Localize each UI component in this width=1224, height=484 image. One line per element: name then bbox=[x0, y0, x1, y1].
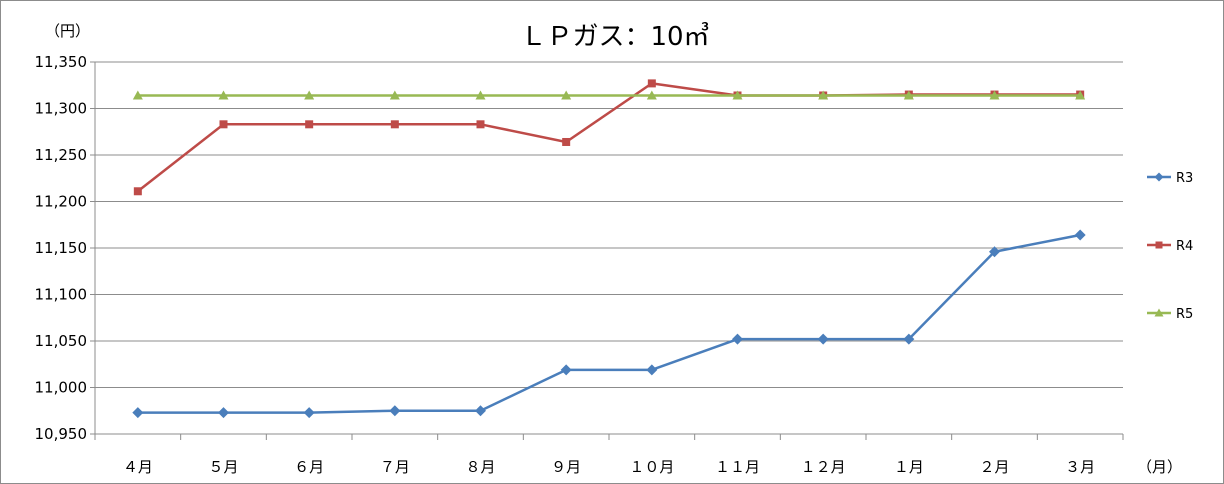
data-point-diamond bbox=[646, 364, 658, 376]
data-series bbox=[132, 79, 1086, 419]
data-point-triangle bbox=[646, 90, 657, 100]
data-point-diamond bbox=[1154, 172, 1164, 182]
grid-lines bbox=[90, 61, 1124, 440]
data-point-diamond bbox=[1074, 229, 1086, 241]
x-tick-label: ３月 bbox=[1065, 458, 1095, 476]
y-tick-label: 11,150 bbox=[35, 239, 88, 257]
data-point-square bbox=[219, 120, 228, 129]
x-tick-label: ６月 bbox=[294, 458, 324, 476]
y-tick-label: 11,100 bbox=[35, 286, 88, 304]
data-point-diamond bbox=[903, 333, 915, 345]
data-point-diamond bbox=[475, 405, 486, 417]
data-point-triangle bbox=[218, 90, 229, 100]
data-point-diamond bbox=[560, 364, 572, 376]
data-point-diamond bbox=[132, 407, 144, 419]
axes bbox=[94, 62, 1123, 435]
series-line bbox=[137, 82, 1081, 193]
data-point-square bbox=[133, 187, 142, 196]
x-tick-label: ２月 bbox=[979, 458, 1009, 476]
data-point-square bbox=[562, 137, 571, 146]
data-point-triangle bbox=[132, 90, 143, 100]
legend-label: R3 bbox=[1176, 171, 1193, 186]
chart-title: ＬＰガス：10㎥ bbox=[520, 22, 709, 52]
x-tick-label: ８月 bbox=[465, 458, 495, 476]
y-tick-label: 11,000 bbox=[35, 379, 88, 397]
series-r4 bbox=[133, 79, 1085, 196]
data-point-triangle bbox=[475, 90, 486, 100]
legend: R3 R4 R5 bbox=[1147, 171, 1193, 322]
data-point-square bbox=[647, 79, 656, 88]
data-point-triangle bbox=[903, 90, 914, 100]
data-point-triangle bbox=[1075, 90, 1086, 100]
data-point-square bbox=[1155, 241, 1163, 249]
data-point-triangle bbox=[818, 90, 829, 100]
series-line bbox=[137, 233, 1081, 414]
x-tick-label: ９月 bbox=[551, 458, 581, 476]
legend-label: R5 bbox=[1176, 307, 1193, 322]
data-point-square bbox=[305, 120, 314, 129]
data-point-diamond bbox=[303, 407, 315, 419]
data-point-triangle bbox=[389, 90, 400, 100]
series-r5 bbox=[132, 90, 1086, 100]
x-axis-unit-label: （月） bbox=[1137, 458, 1182, 476]
data-point-triangle bbox=[989, 90, 1000, 100]
legend-item-r3: R3 bbox=[1147, 171, 1193, 186]
x-tick-label: １２月 bbox=[801, 458, 846, 476]
data-point-diamond bbox=[732, 333, 743, 345]
y-tick-label: 11,350 bbox=[35, 53, 88, 71]
y-tick-label: 11,250 bbox=[35, 146, 88, 164]
data-point-triangle bbox=[304, 90, 315, 100]
y-tick-label: 11,050 bbox=[35, 332, 88, 350]
series-r3 bbox=[132, 229, 1086, 419]
y-tick-label: 11,300 bbox=[35, 100, 88, 118]
data-point-diamond bbox=[989, 246, 1000, 258]
x-tick-label: ５月 bbox=[208, 458, 238, 476]
data-point-triangle bbox=[561, 90, 572, 100]
y-axis-unit-label: （円） bbox=[45, 22, 90, 40]
legend-label: R4 bbox=[1176, 239, 1193, 254]
data-point-diamond bbox=[817, 333, 829, 345]
x-tick-label: ７月 bbox=[380, 458, 410, 476]
x-tick-labels: ４月 ５月 ６月 ７月 ８月 ９月 １０月 １１月 １２月 １月 ２月 ３月 bbox=[123, 458, 1095, 476]
x-tick-label: １１月 bbox=[715, 458, 760, 476]
data-point-triangle bbox=[732, 90, 743, 100]
data-point-diamond bbox=[218, 407, 229, 419]
data-point-triangle bbox=[1154, 308, 1164, 317]
data-point-diamond bbox=[389, 405, 401, 417]
data-point-square bbox=[476, 120, 485, 129]
y-tick-label: 10,950 bbox=[35, 425, 88, 443]
x-tick-label: １０月 bbox=[629, 458, 674, 476]
legend-item-r5: R5 bbox=[1147, 307, 1193, 322]
legend-item-r4: R4 bbox=[1147, 239, 1193, 254]
y-tick-labels: 10,950 11,000 11,050 11,100 11,150 11,200 11,2… bbox=[35, 53, 88, 443]
x-tick-label: １月 bbox=[894, 458, 924, 476]
y-tick-label: 11,200 bbox=[35, 193, 88, 211]
x-tick-label: ４月 bbox=[123, 458, 153, 476]
data-point-square bbox=[390, 120, 399, 129]
